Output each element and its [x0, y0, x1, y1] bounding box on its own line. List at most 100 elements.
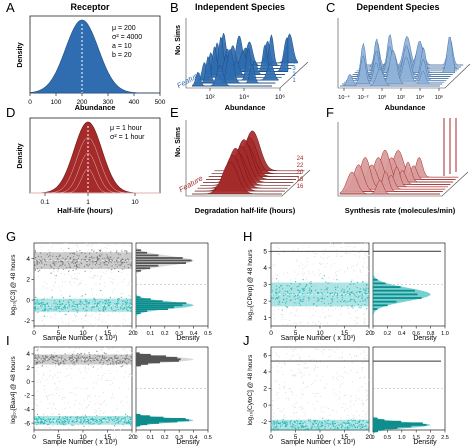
panel-j-noise-point — [366, 390, 368, 392]
panel-g-cluster-point — [60, 264, 62, 267]
panel-h-cluster-point — [359, 290, 361, 293]
panel-h-noise-point — [365, 280, 367, 282]
panel-g-noise-point — [53, 307, 56, 309]
panel-letter-f: F — [326, 105, 334, 120]
panel-h-cluster-point — [327, 296, 329, 298]
panel-g-y-tick-label: 4 — [26, 256, 30, 263]
panel-h-noise-point — [368, 270, 370, 272]
panel-i-histogram-bar — [136, 414, 141, 416]
panel-g-noise-point — [125, 255, 127, 257]
panel-g-cluster-point — [120, 263, 122, 265]
panel-g-noise-point — [36, 298, 38, 300]
panel-g-noise-point — [60, 263, 62, 265]
panel-h-noise-point — [293, 297, 295, 299]
panel-g-cluster-point — [74, 265, 76, 267]
panel-g-density-label: Density — [176, 335, 200, 342]
panel-i-noise-point — [85, 350, 87, 352]
panel-h-noise-point — [286, 308, 288, 310]
panel-g-noise-point — [57, 271, 59, 273]
panel-i-noise-point — [61, 388, 63, 390]
panel-i-cluster-point — [77, 357, 79, 359]
panel-i-cluster-point — [41, 355, 44, 357]
panel-g-cluster-point — [50, 265, 52, 267]
panel-g-noise-point — [53, 271, 55, 273]
panel-j-cluster-point — [344, 427, 346, 429]
panel-j-noise-point — [289, 358, 291, 360]
panel-j-cluster-point — [286, 421, 288, 423]
panel-h-x-tick-label: 10 — [316, 330, 324, 337]
panel-i-cluster-point — [83, 357, 85, 359]
panel-j-noise-point — [357, 390, 360, 392]
panel-h-cluster-point — [332, 295, 334, 297]
panel-j-noise-point — [361, 416, 363, 418]
panel-g-noise-point — [84, 320, 86, 322]
panel-g-noise-point — [58, 286, 60, 288]
panel-j-noise-point — [299, 355, 301, 358]
panel-g-cluster-point — [91, 307, 93, 309]
panel-g-noise-point — [65, 252, 67, 254]
panel-j-noise-point — [325, 418, 327, 420]
panel-j-cluster-point — [359, 425, 361, 427]
panel-i-noise-point — [51, 364, 53, 366]
panel-g-histogram-bar — [136, 251, 148, 254]
panel-i-cluster-point — [99, 422, 102, 424]
panel-g-noise-point — [102, 311, 104, 313]
panel-i-cluster-point — [77, 355, 79, 357]
panel-g-noise-point — [129, 308, 131, 310]
panel-g-cluster-point — [106, 302, 108, 304]
panel-h-cluster-point — [361, 293, 363, 295]
panel-h-noise-point — [297, 248, 299, 250]
panel-g-cluster-point — [50, 308, 52, 310]
panel-g-cluster-point — [76, 303, 78, 306]
panel-i-cluster-point — [59, 418, 61, 420]
panel-j-noise-point — [309, 420, 311, 422]
panel-j-noise-point — [283, 386, 285, 388]
panel-h-cluster-point — [349, 300, 351, 302]
panel-j-cluster-point — [356, 427, 358, 429]
panel-a-xlabel: Abundance — [75, 103, 116, 112]
panel-g-noise-point — [89, 307, 91, 310]
panel-c-x-tick-label: 10² — [397, 95, 405, 101]
panel-h-cluster-point — [366, 308, 368, 310]
panel-h-histogram-bar — [373, 289, 415, 292]
panel-h-noise-point — [351, 266, 353, 268]
panel-g-cluster-point — [85, 300, 87, 303]
panel-g-noise-point — [92, 263, 94, 266]
panel-g-cluster-point — [54, 264, 56, 266]
panel-g-cluster-point — [110, 256, 112, 258]
panel-g-noise-point — [121, 271, 123, 273]
panel-j-noise-point — [338, 375, 340, 377]
panel-j-cluster-point — [313, 421, 315, 423]
panel-h-x-tick-label: 15 — [341, 330, 349, 337]
panel-h-cluster-point — [350, 298, 352, 300]
panel-g-cluster-point — [108, 304, 110, 306]
panel-g-cluster-point — [104, 300, 106, 302]
panel-h-noise-point — [349, 296, 351, 298]
panel-h-cluster-point — [334, 292, 336, 294]
panel-j-noise-point — [327, 408, 329, 410]
panel-b-x-tick-label: 10⁴ — [239, 94, 249, 101]
panel-j-cluster-point — [306, 428, 308, 430]
panel-g-cluster-point — [72, 256, 75, 258]
panel-g-noise-point — [109, 300, 111, 302]
panel-j-cluster-point — [282, 421, 284, 423]
panel-h-noise-point — [327, 300, 329, 302]
panel-h-noise-point — [365, 324, 367, 326]
panel-h-cluster-point — [341, 296, 344, 299]
panel-h-cluster-point — [310, 282, 312, 285]
panel-h-density-label: Density — [413, 335, 437, 342]
panel-h-cluster-point — [356, 287, 358, 289]
panel-h-noise-point — [289, 279, 292, 281]
panel-g-noise-point — [102, 321, 104, 323]
panel-e-depth-tick-label: 18 — [297, 177, 304, 183]
panel-i-cluster-point — [128, 358, 130, 360]
panel-g-cluster-point — [126, 307, 128, 309]
panel-i-noise-point — [95, 412, 97, 414]
panel-h-cluster-point — [283, 293, 285, 295]
panel-h-noise-point — [283, 272, 285, 275]
panel-j-noise-point — [346, 408, 348, 410]
panel-g-noise-point — [61, 317, 63, 319]
panel-i-cluster-point — [80, 352, 82, 355]
panel-i-cluster-point — [86, 421, 88, 423]
panel-j-cluster-point — [314, 426, 316, 428]
